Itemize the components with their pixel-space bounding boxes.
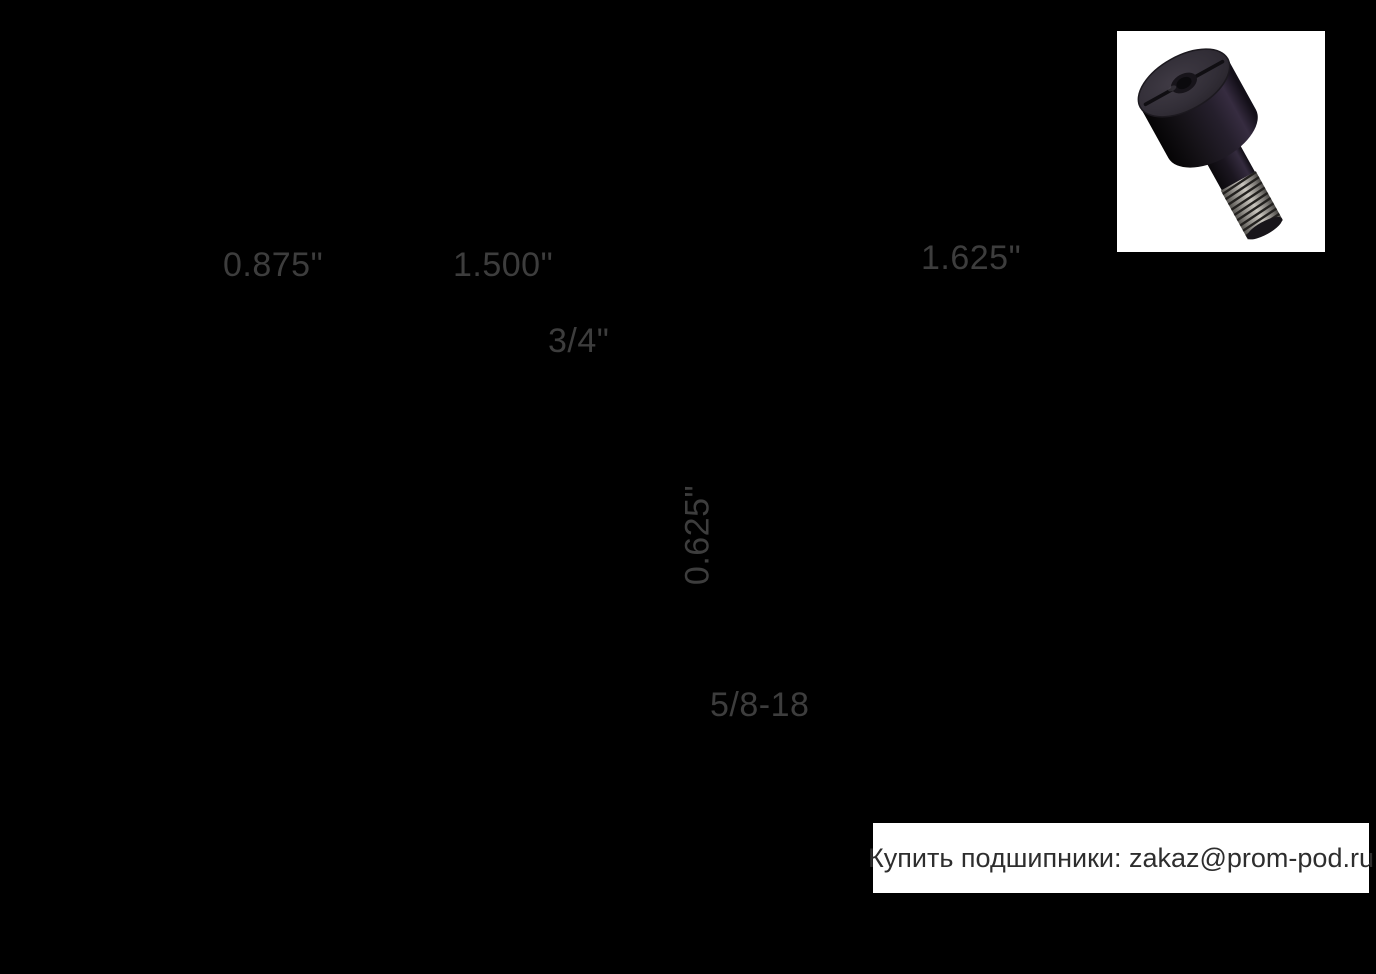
dim-label-thread-size: 5/8-18 [710,686,810,724]
dim-label-top-left: 0.875" [223,246,324,284]
dim-label-upper-middle: 3/4" [548,322,610,360]
dim-label-top-middle: 1.500" [453,246,554,284]
contact-banner: Купить подшипники: zakaz@prom-pod.ru [868,823,1374,893]
dim-label-top-right: 1.625" [921,239,1022,277]
contact-banner-text: Купить подшипники: zakaz@prom-pod.ru [868,842,1374,873]
dim-label-vertical: 0.625" [678,484,717,586]
dim-label-vertical-wrap: 0.625" [678,484,717,586]
cam-follower-3d-render [1137,48,1283,240]
product-photo-panel [1117,31,1325,252]
